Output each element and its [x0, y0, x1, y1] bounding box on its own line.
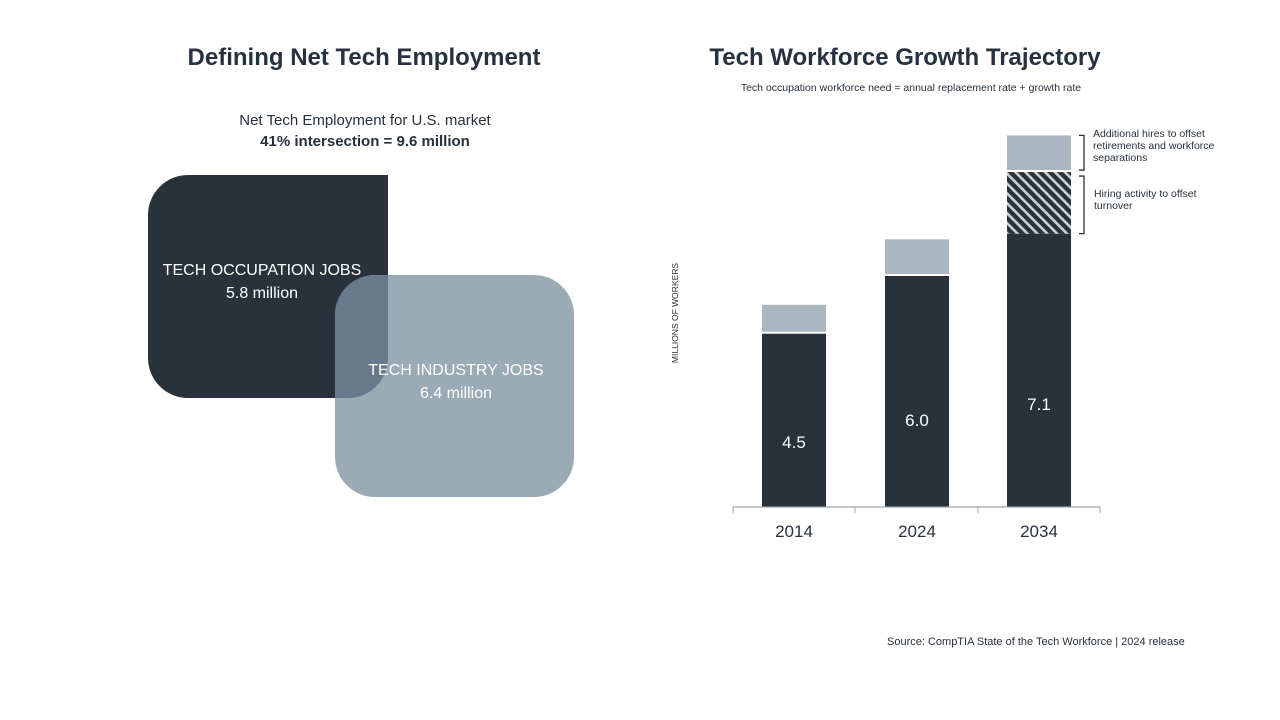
bar-label-2024: 6.0	[905, 411, 929, 430]
tech-industry-title: TECH INDUSTRY JOBS	[368, 362, 544, 379]
venn-caption-line1: Net Tech Employment for U.S. market	[239, 112, 491, 129]
bar-2014-main	[762, 333, 826, 507]
bar-2014-additional	[762, 304, 826, 332]
bar-label-2014: 4.5	[782, 433, 806, 452]
x-tick-label-2034: 2034	[1020, 522, 1058, 541]
source-note: Source: CompTIA State of the Tech Workfo…	[887, 636, 1185, 648]
left-chart-title: Defining Net Tech Employment	[187, 44, 541, 71]
bar-2034-main	[1007, 233, 1071, 507]
tech-industry-label: TECH INDUSTRY JOBS 6.4 million	[346, 359, 566, 405]
bar-2024-main	[885, 276, 949, 507]
right-chart-title: Tech Workforce Growth Trajectory	[709, 44, 1101, 71]
tech-occupation-label: TECH OCCUPATION JOBS 5.8 million	[148, 259, 376, 305]
bar-2034-turnover	[1007, 172, 1071, 234]
annotation-additional-hires: Additional hires to offset retirements a…	[1093, 128, 1215, 164]
bar-2024-additional	[885, 239, 949, 274]
tech-industry-value: 6.4 million	[419, 385, 493, 402]
venn-caption-line2: 41% intersection = 9.6 million	[260, 133, 470, 150]
tech-occupation-title: TECH OCCUPATION JOBS	[162, 262, 362, 279]
right-chart-subtitle: Tech occupation workforce need = annual …	[740, 82, 1082, 94]
bar-label-2034: 7.1	[1027, 395, 1051, 414]
venn-caption: Net Tech Employment for U.S. market 41% …	[200, 110, 530, 152]
tech-occupation-value: 5.8 million	[225, 285, 299, 302]
bracket-hiring-turnover	[1079, 175, 1085, 235]
bar-2034-additional	[1007, 135, 1071, 171]
x-tick-label-2024: 2024	[898, 522, 936, 541]
bracket-additional-hires	[1079, 134, 1085, 171]
annotation-hiring-turnover: Hiring activity to offset turnover	[1094, 188, 1197, 212]
intersection-region	[335, 275, 388, 398]
x-tick-label-2014: 2014	[775, 522, 813, 541]
